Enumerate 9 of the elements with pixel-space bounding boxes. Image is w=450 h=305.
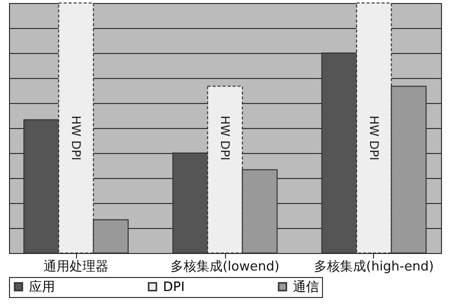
- x-tick-label: 多核集成(lowend): [170, 260, 280, 274]
- legend-label: 通信: [293, 280, 319, 295]
- x-tick-label: 通用处理器: [44, 260, 109, 274]
- x-tick-label: 多核集成(high-end): [314, 260, 434, 274]
- legend-label: DPI: [163, 280, 185, 295]
- annotation: HW DPI: [366, 116, 381, 160]
- annotation: HW DPI: [69, 116, 84, 160]
- annotation: HW DPI: [218, 116, 232, 160]
- legend-label: 应用: [29, 278, 55, 295]
